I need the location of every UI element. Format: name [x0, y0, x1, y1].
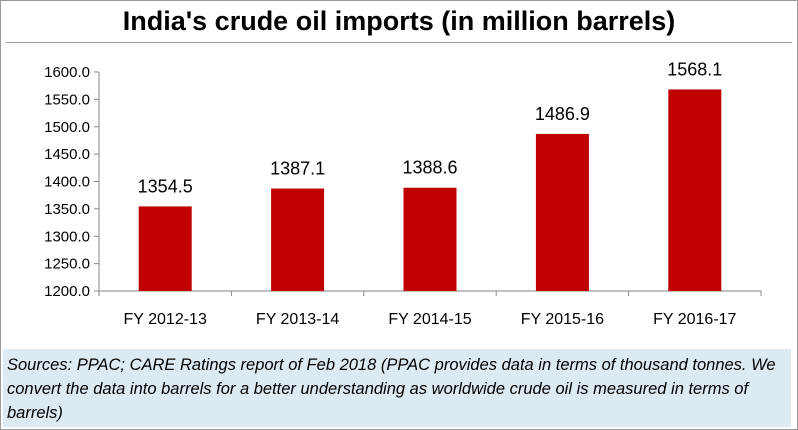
- data-label: 1388.6: [402, 158, 457, 178]
- bar: [271, 188, 325, 291]
- x-tick-label: FY 2012-13: [124, 311, 207, 328]
- x-axis-ticks: [98, 291, 762, 296]
- y-tick-label: 1400.0: [44, 174, 90, 191]
- data-label: 1387.1: [270, 159, 325, 179]
- x-tick-label: FY 2014-15: [388, 311, 471, 328]
- chart-title: India's crude oil imports (in million ba…: [122, 6, 676, 36]
- x-tick-label: FY 2016-17: [653, 311, 736, 328]
- y-tick-label: 1250.0: [44, 256, 90, 273]
- data-label: 1486.9: [535, 104, 590, 124]
- source-note: Sources: PPAC; CARE Ratings report of Fe…: [3, 349, 791, 427]
- bar: [668, 89, 722, 292]
- y-tick-label: 1450.0: [44, 146, 90, 163]
- x-axis-labels: FY 2012-13 FY 2013-14 FY 2014-15 FY 2015-16…: [124, 311, 737, 328]
- title-divider: [6, 42, 792, 43]
- bar: [403, 187, 457, 291]
- data-labels: 1354.5 1387.1 1388.6 1486.9 1568.1: [138, 59, 723, 196]
- y-tick-label: 1600.0: [44, 64, 90, 81]
- x-tick-label: FY 2015-16: [521, 311, 604, 328]
- y-tick-label: 1550.0: [44, 91, 90, 108]
- bar-series: [138, 89, 722, 292]
- y-tick-label: 1500.0: [44, 119, 90, 136]
- y-tick-label: 1200.0: [44, 283, 90, 300]
- data-label: 1354.5: [138, 176, 193, 196]
- bar-chart: 1200.0 1250.0 1300.0 1350.0 1400.0 1450.0 1500…: [44, 59, 762, 328]
- y-axis-ticks: 1200.0 1250.0 1300.0 1350.0 1400.0 1450.0 1500…: [44, 64, 99, 300]
- bar: [138, 206, 192, 291]
- y-tick-label: 1300.0: [44, 228, 90, 245]
- bar: [535, 133, 589, 291]
- x-tick-label: FY 2013-14: [256, 311, 339, 328]
- data-label: 1568.1: [667, 59, 722, 79]
- y-tick-label: 1350.0: [44, 201, 90, 218]
